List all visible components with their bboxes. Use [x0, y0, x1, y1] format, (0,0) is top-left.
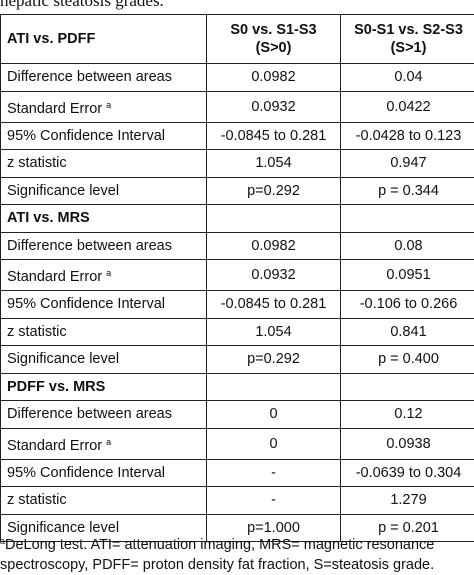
table-row-diff: Difference between areas 0.0982 0.08 [1, 232, 474, 260]
cell-value: p = 0.400 [341, 346, 474, 374]
cell-value: p=0.292 [207, 177, 341, 205]
header-col-s0s1-vs-s2s3: S0-S1 vs. S2-S3 (S>1) [341, 15, 474, 64]
table-row-z: z statistic - 1.279 [1, 487, 474, 515]
cell-value: -0.0845 to 0.281 [207, 291, 341, 319]
row-label: z statistic [1, 318, 207, 346]
cell-value: 0.0932 [207, 91, 341, 122]
cell-value: 0.0982 [207, 232, 341, 260]
empty-cell [207, 205, 341, 233]
cell-value: 1.054 [207, 150, 341, 178]
cell-value: -0.106 to 0.266 [341, 291, 474, 319]
cell-value: 1.279 [341, 487, 474, 515]
section-title: PDFF vs. MRS [1, 373, 207, 401]
table-row-ci: 95% Confidence Interval -0.0845 to 0.281… [1, 291, 474, 319]
table-header-row: ATI vs. PDFF S0 vs. S1-S3 (S>0) S0-S1 vs… [1, 15, 474, 64]
row-label: Significance level [1, 346, 207, 374]
table-row-se: Standard Error a 0 0.0938 [1, 428, 474, 459]
cell-value: 0.0951 [341, 260, 474, 291]
footnote-line-1-text: DeLong test. ATI= attenuation imaging, M… [5, 537, 434, 553]
section-title: ATI vs. MRS [1, 205, 207, 233]
table-row-sig: Significance level p=0.292 p = 0.400 [1, 346, 474, 374]
cell-value: -0.0428 to 0.123 [341, 122, 474, 150]
footnote-marker: a [106, 437, 111, 447]
row-label: 95% Confidence Interval [1, 459, 207, 487]
table-row-se: Standard Error a 0.0932 0.0422 [1, 91, 474, 122]
row-label: Standard Error a [1, 260, 207, 291]
cell-value: -0.0845 to 0.281 [207, 122, 341, 150]
cell-value: 0.947 [341, 150, 474, 178]
cell-value: 0.04 [341, 64, 474, 92]
cell-value: 0.0932 [207, 260, 341, 291]
row-label: Standard Error a [1, 91, 207, 122]
cell-value: 0.08 [341, 232, 474, 260]
header-col-s0-vs-s1s3-line1: S0 vs. S1-S3 [213, 21, 334, 39]
row-label: Difference between areas [1, 232, 207, 260]
table-caption: hepatic steatosis grades. [0, 0, 164, 11]
table-row-diff: Difference between areas 0 0.12 [1, 401, 474, 429]
cell-value: 1.054 [207, 318, 341, 346]
cell-value: p = 0.344 [341, 177, 474, 205]
row-label-text: Standard Error [7, 438, 102, 454]
table-footnote: aDeLong test. ATI= attenuation imaging, … [0, 531, 474, 575]
footnote-line-2: spectroscopy, PDFF= proton density fat f… [0, 555, 474, 575]
cell-value: 0.841 [341, 318, 474, 346]
table-row-se: Standard Error a 0.0932 0.0951 [1, 260, 474, 291]
row-label: Difference between areas [1, 401, 207, 429]
section-title-row: PDFF vs. MRS [1, 373, 474, 401]
cell-value: p=0.292 [207, 346, 341, 374]
row-label: 95% Confidence Interval [1, 122, 207, 150]
table-row-diff: Difference between areas 0.0982 0.04 [1, 64, 474, 92]
header-col-s0s1-vs-s2s3-line1: S0-S1 vs. S2-S3 [347, 21, 470, 39]
cell-value: 0.0422 [341, 91, 474, 122]
empty-cell [341, 373, 474, 401]
table-row-ci: 95% Confidence Interval - -0.0639 to 0.3… [1, 459, 474, 487]
row-label: Significance level [1, 177, 207, 205]
row-label: 95% Confidence Interval [1, 291, 207, 319]
statistics-table: ATI vs. PDFF S0 vs. S1-S3 (S>0) S0-S1 vs… [0, 14, 474, 542]
empty-cell [341, 205, 474, 233]
table-row-z: z statistic 1.054 0.841 [1, 318, 474, 346]
row-label: z statistic [1, 487, 207, 515]
cell-value: 0 [207, 401, 341, 429]
footnote-marker: a [106, 100, 111, 110]
header-col-s0s1-vs-s2s3-line2: (S>1) [347, 39, 470, 57]
table-row-sig: Significance level p=0.292 p = 0.344 [1, 177, 474, 205]
cell-value: 0 [207, 428, 341, 459]
table-row-z: z statistic 1.054 0.947 [1, 150, 474, 178]
header-col-s0-vs-s1s3: S0 vs. S1-S3 (S>0) [207, 15, 341, 64]
cell-value: - [207, 459, 341, 487]
section-title-row: ATI vs. MRS [1, 205, 474, 233]
cell-value: 0.0982 [207, 64, 341, 92]
cell-value: 0.12 [341, 401, 474, 429]
row-label: Standard Error a [1, 428, 207, 459]
cell-value: - [207, 487, 341, 515]
row-label: Difference between areas [1, 64, 207, 92]
footnote-marker: a [106, 268, 111, 278]
cell-value: -0.0639 to 0.304 [341, 459, 474, 487]
footnote-line-1: aDeLong test. ATI= attenuation imaging, … [0, 531, 474, 555]
row-label-text: Standard Error [7, 101, 102, 117]
cell-value: 0.0938 [341, 428, 474, 459]
header-corner: ATI vs. PDFF [1, 15, 207, 64]
header-col-s0-vs-s1s3-line2: (S>0) [213, 39, 334, 57]
table-row-ci: 95% Confidence Interval -0.0845 to 0.281… [1, 122, 474, 150]
row-label-text: Standard Error [7, 269, 102, 285]
empty-cell [207, 373, 341, 401]
row-label: z statistic [1, 150, 207, 178]
